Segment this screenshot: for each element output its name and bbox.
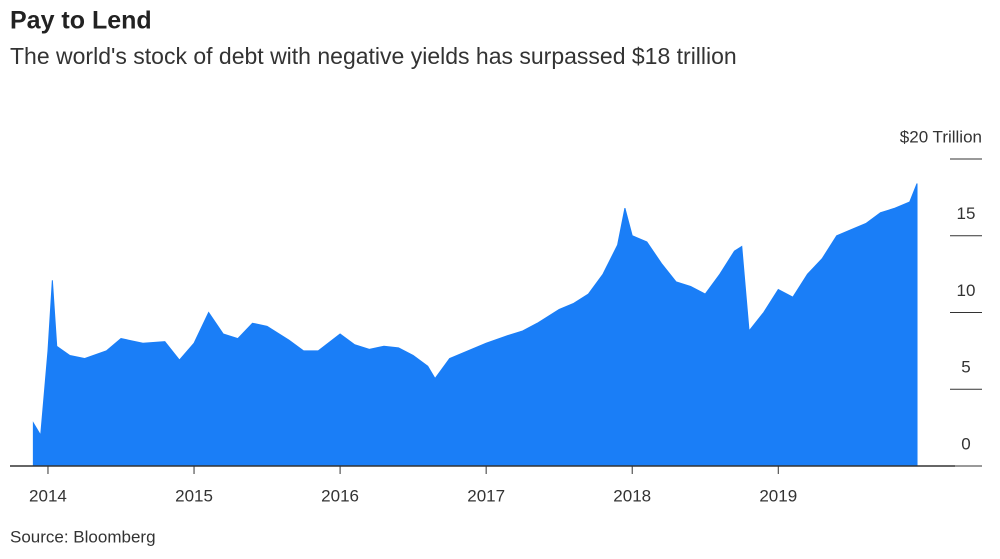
x-tick-label: 2016 <box>321 486 359 505</box>
y-tick-label: 0 <box>961 434 970 453</box>
y-tick-label: $20 Trillion <box>900 127 982 146</box>
x-tick-label: 2015 <box>175 486 213 505</box>
x-tick-label: 2018 <box>613 486 651 505</box>
area <box>32 183 918 467</box>
source: Source: Bloomberg <box>10 527 156 546</box>
y-tick-label: 15 <box>957 204 976 223</box>
y-tick-label: 10 <box>957 281 976 300</box>
x-tick-label: 2019 <box>759 486 797 505</box>
x-tick-label: 2014 <box>29 486 67 505</box>
y-tick-label: 5 <box>961 358 970 377</box>
chart-subtitle: The world's stock of debt with negative … <box>10 43 737 69</box>
x-tick-label: 2017 <box>467 486 505 505</box>
chart-title: Pay to Lend <box>10 7 152 35</box>
